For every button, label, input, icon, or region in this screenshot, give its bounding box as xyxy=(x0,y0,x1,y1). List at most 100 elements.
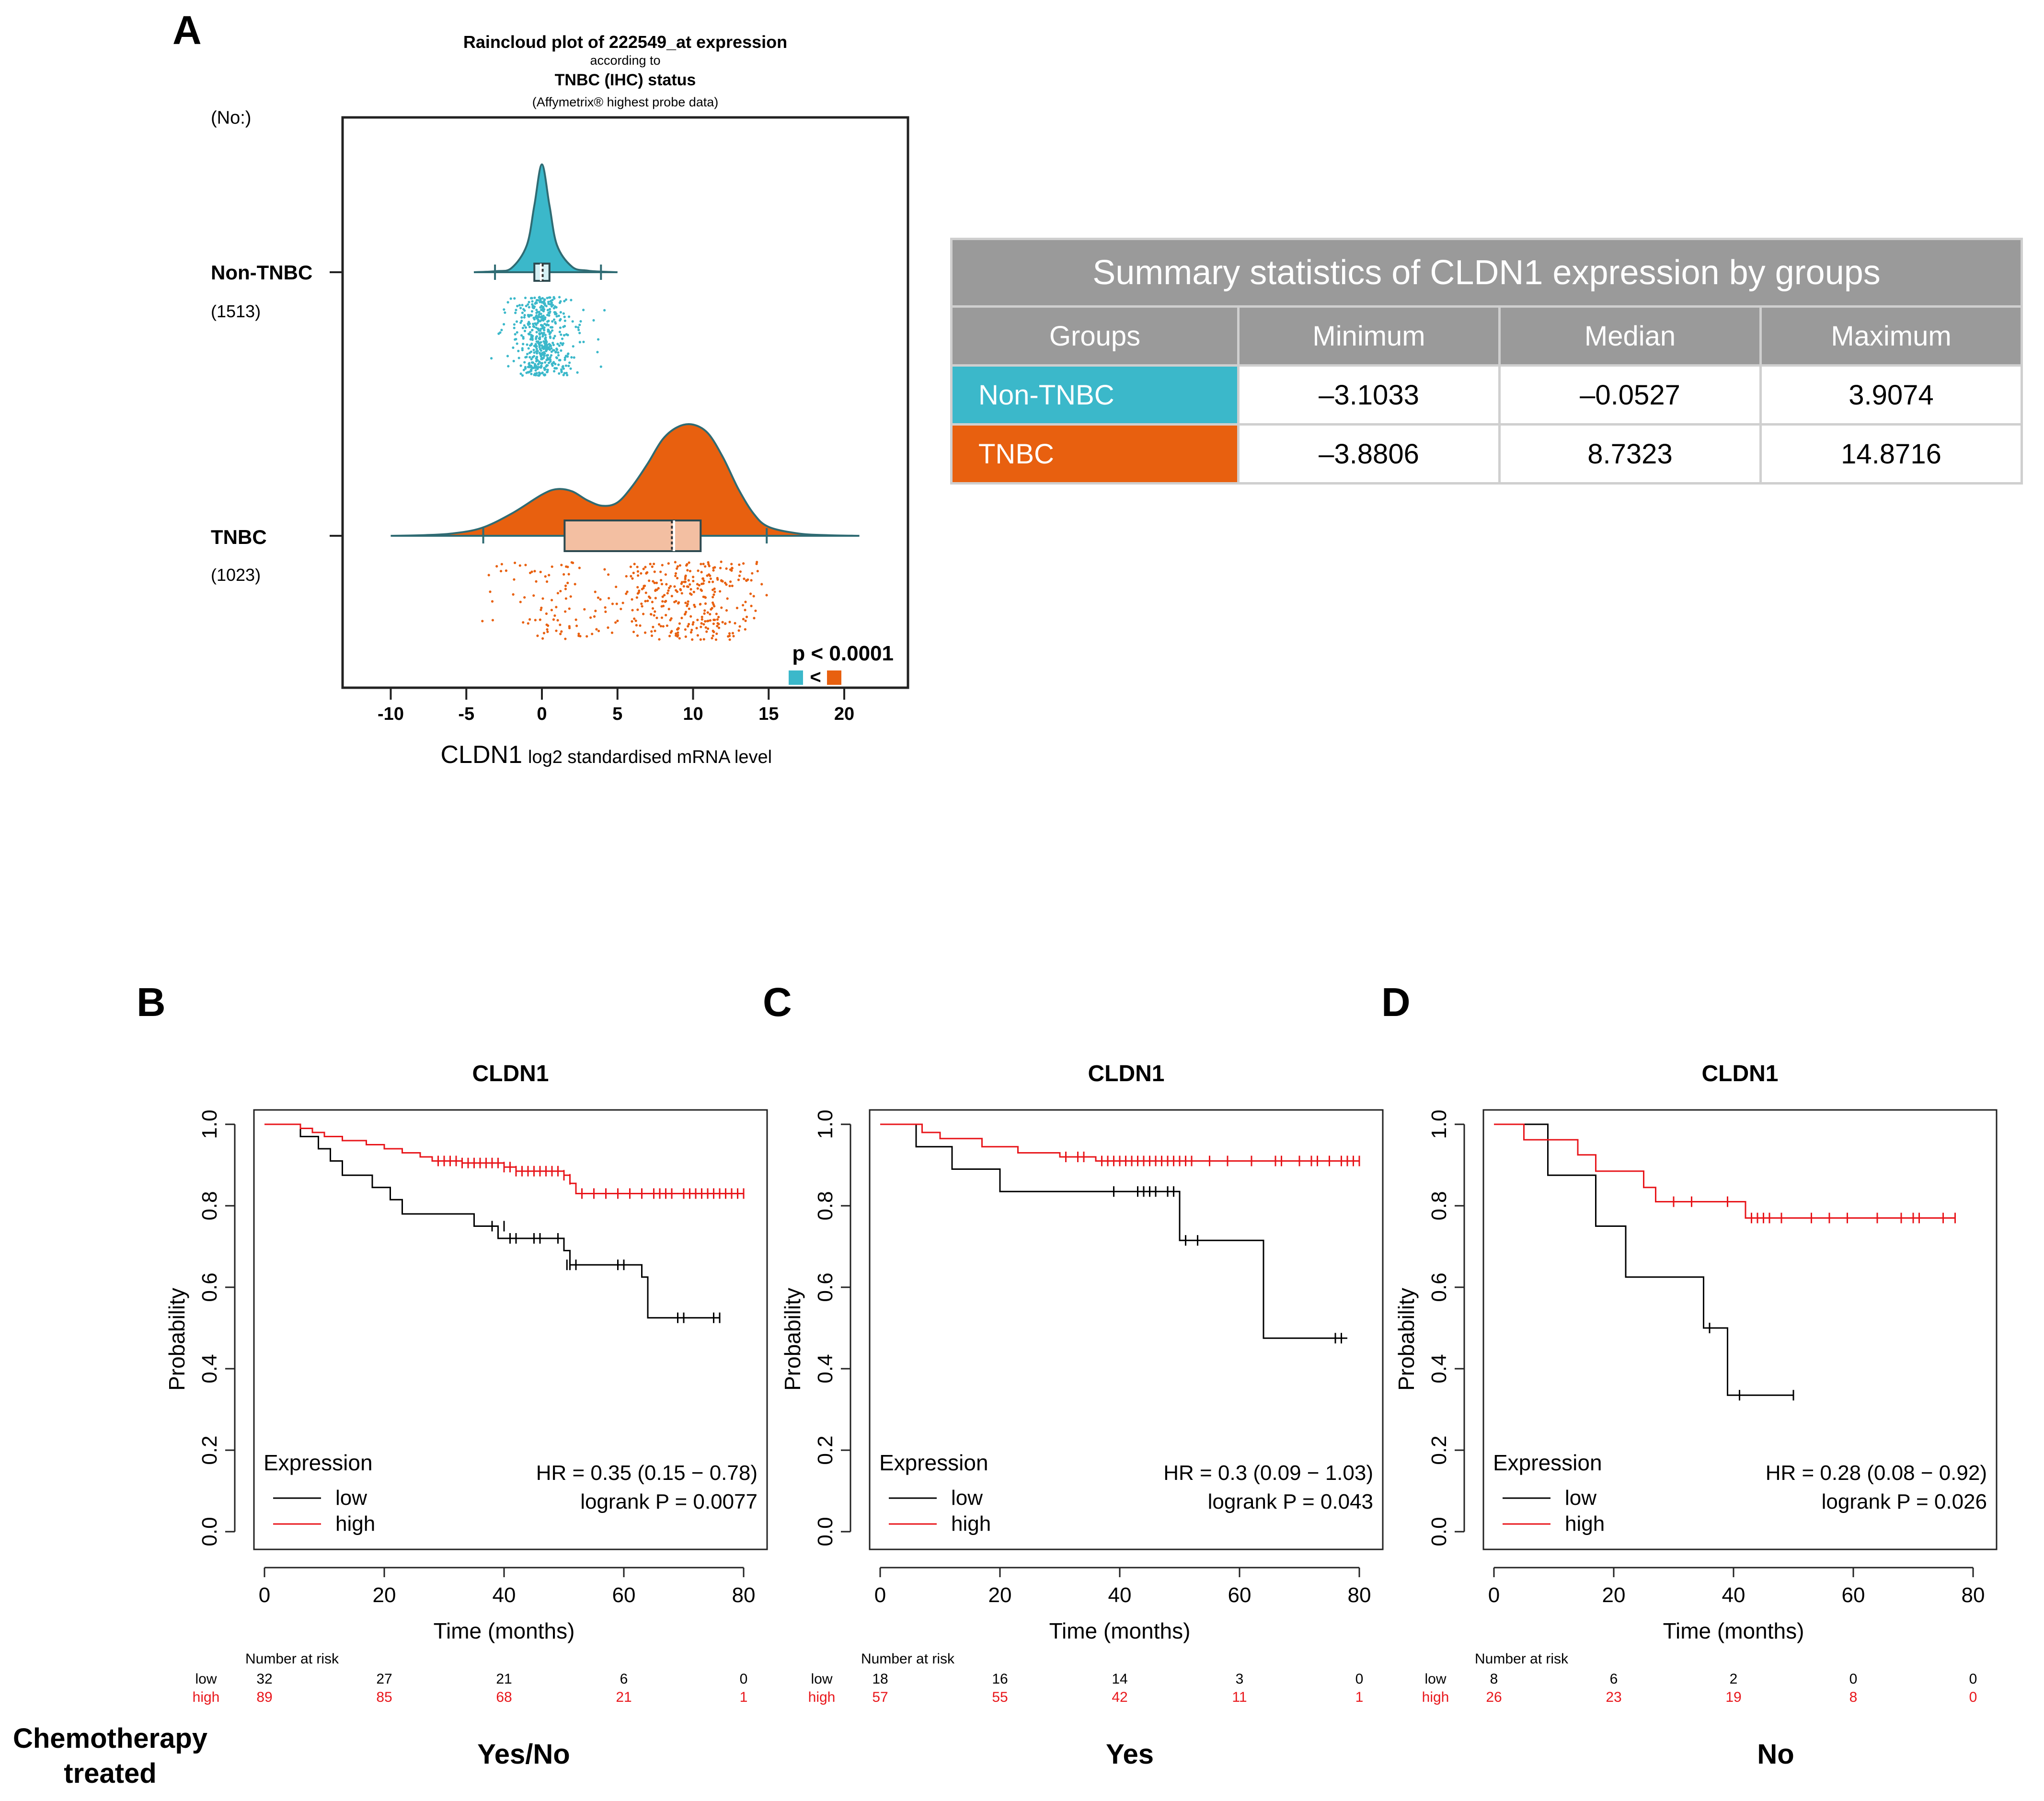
raincloud-point-nontnbc xyxy=(542,314,545,317)
raincloud-point-nontnbc xyxy=(507,365,510,368)
raincloud-point-nontnbc xyxy=(535,345,538,348)
raincloud-point-nontnbc xyxy=(552,318,556,321)
km-y-tick-label: 1.0 xyxy=(1427,1109,1451,1139)
raincloud-point-tnbc xyxy=(660,583,664,586)
raincloud-point-nontnbc xyxy=(543,302,546,306)
raincloud-point-nontnbc xyxy=(558,301,562,304)
km-risk-high-count: 11 xyxy=(1232,1689,1247,1705)
raincloud-point-nontnbc xyxy=(535,357,538,360)
raincloud-point-nontnbc xyxy=(551,320,554,323)
raincloud-point-tnbc xyxy=(719,590,722,593)
raincloud-point-tnbc xyxy=(716,622,719,625)
raincloud-point-tnbc xyxy=(708,580,711,583)
summary-table-group-tnbc: TNBC xyxy=(950,423,1240,485)
raincloud-point-tnbc xyxy=(667,562,670,565)
raincloud-point-nontnbc xyxy=(538,371,540,374)
raincloud-point-tnbc xyxy=(633,563,636,566)
km-risk-low-count: 14 xyxy=(1112,1671,1127,1687)
raincloud-point-tnbc xyxy=(651,607,655,610)
raincloud-point-tnbc xyxy=(665,583,668,586)
raincloud-point-tnbc xyxy=(700,618,703,621)
raincloud-point-nontnbc xyxy=(521,304,524,307)
km-title: CLDN1 xyxy=(472,1061,549,1086)
raincloud-point-nontnbc xyxy=(547,328,550,331)
raincloud-density-nontnbc xyxy=(473,163,618,273)
raincloud-point-nontnbc xyxy=(550,300,552,302)
summary-table-max-tnbc: 14.8716 xyxy=(1759,423,2023,485)
km-risk-low-count: 2 xyxy=(1730,1671,1738,1687)
km-risk-low-count: 32 xyxy=(256,1671,272,1687)
raincloud-point-tnbc xyxy=(708,565,711,567)
raincloud-point-nontnbc xyxy=(550,305,553,308)
raincloud-point-nontnbc xyxy=(528,356,531,358)
raincloud-point-tnbc xyxy=(615,602,618,605)
raincloud-point-nontnbc xyxy=(541,346,544,349)
summary-table-header-median: Median xyxy=(1498,305,1762,367)
raincloud-point-tnbc xyxy=(703,609,706,612)
raincloud-legend-tnbc-swatch xyxy=(827,670,841,685)
raincloud-point-nontnbc xyxy=(535,347,538,350)
raincloud-point-nontnbc xyxy=(551,341,554,345)
raincloud-point-tnbc xyxy=(716,577,719,579)
raincloud-point-tnbc xyxy=(636,570,639,573)
raincloud-point-tnbc xyxy=(513,578,516,581)
km-x-tick-label: 60 xyxy=(1228,1583,1252,1607)
raincloud-point-nontnbc xyxy=(527,366,529,369)
raincloud-point-tnbc xyxy=(723,581,727,584)
raincloud-point-tnbc xyxy=(712,631,715,634)
raincloud-point-nontnbc xyxy=(562,312,565,315)
raincloud-point-nontnbc xyxy=(516,331,518,334)
raincloud-point-tnbc xyxy=(721,621,724,623)
raincloud-point-tnbc xyxy=(686,563,689,566)
raincloud-x-tick-label: -10 xyxy=(378,704,404,724)
km-risk-row-label-low: low xyxy=(811,1671,832,1687)
raincloud-point-nontnbc xyxy=(523,330,527,333)
raincloud-point-tnbc xyxy=(603,568,606,571)
km-legend-high-label: high xyxy=(951,1512,991,1535)
raincloud-point-tnbc xyxy=(679,588,682,591)
raincloud-point-tnbc xyxy=(644,566,647,568)
raincloud-point-nontnbc xyxy=(534,369,537,372)
raincloud-point-tnbc xyxy=(632,571,635,575)
raincloud-point-nontnbc xyxy=(578,332,581,335)
km-risk-row-label-low: low xyxy=(195,1671,217,1687)
km-x-tick-label: 60 xyxy=(1842,1583,1865,1607)
km-risk-low-count: 16 xyxy=(992,1671,1008,1687)
raincloud-point-tnbc xyxy=(564,597,567,600)
raincloud-point-tnbc xyxy=(564,584,567,587)
raincloud-point-tnbc xyxy=(646,571,649,574)
raincloud-point-tnbc xyxy=(536,635,539,637)
chemo-row-label-line1: Chemotherapy xyxy=(13,1723,207,1754)
raincloud-point-nontnbc xyxy=(540,341,542,344)
raincloud-point-nontnbc xyxy=(523,314,526,317)
raincloud-point-nontnbc xyxy=(546,309,549,312)
km-logrank-p: logrank P = 0.026 xyxy=(1822,1490,1987,1513)
raincloud-point-tnbc xyxy=(654,629,656,633)
raincloud-point-nontnbc xyxy=(578,323,581,326)
raincloud-point-nontnbc xyxy=(573,356,575,359)
raincloud-point-tnbc xyxy=(738,625,741,628)
summary-table-min-tnbc: –3.8806 xyxy=(1237,423,1501,485)
raincloud-point-tnbc xyxy=(654,597,657,600)
raincloud-point-tnbc xyxy=(702,582,705,585)
raincloud-point-nontnbc xyxy=(524,296,527,300)
km-y-tick-label: 0.2 xyxy=(814,1435,837,1465)
raincloud-point-nontnbc xyxy=(541,371,544,375)
raincloud-point-tnbc xyxy=(657,587,660,590)
km-risk-row-label-high: high xyxy=(193,1689,220,1705)
raincloud-point-tnbc xyxy=(629,566,632,568)
raincloud-point-nontnbc xyxy=(502,323,505,326)
raincloud-point-tnbc xyxy=(712,603,715,606)
km-curve-low xyxy=(1494,1123,1793,1396)
raincloud-point-nontnbc xyxy=(524,367,527,370)
raincloud-point-nontnbc xyxy=(541,334,545,336)
raincloud-point-nontnbc xyxy=(549,335,551,338)
km-x-tick-label: 40 xyxy=(1108,1583,1132,1607)
raincloud-point-tnbc xyxy=(676,577,679,579)
raincloud-point-nontnbc xyxy=(497,332,500,335)
raincloud-point-tnbc xyxy=(647,595,651,598)
raincloud-point-tnbc xyxy=(653,614,655,617)
raincloud-point-nontnbc xyxy=(538,311,541,313)
raincloud-point-tnbc xyxy=(684,635,687,638)
